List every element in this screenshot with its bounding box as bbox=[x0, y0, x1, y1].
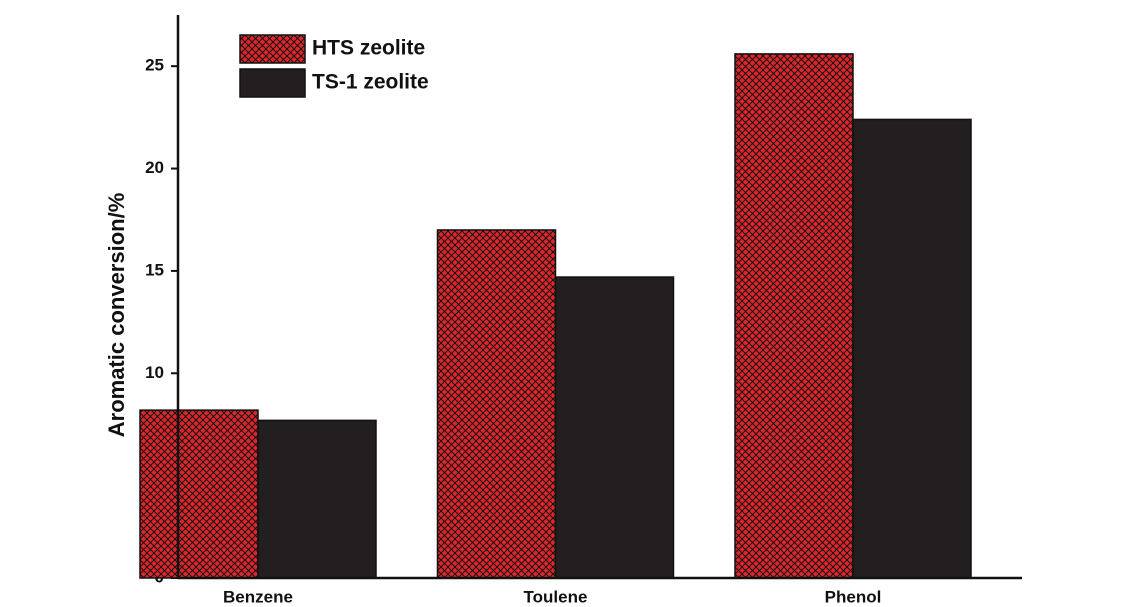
bar bbox=[554, 276, 675, 579]
legend-label: HTS zeolite bbox=[312, 37, 425, 60]
x-tick-label: Toulene bbox=[524, 587, 588, 606]
x-tick-label: Benzene bbox=[223, 587, 293, 606]
x-tick-label: Phenol bbox=[825, 587, 882, 606]
legend-swatch bbox=[239, 34, 306, 64]
bar bbox=[734, 53, 854, 579]
legend-label: TS-1 zeolite bbox=[312, 71, 429, 94]
y-tick-label: 20 bbox=[145, 158, 164, 177]
legend-swatch bbox=[239, 68, 306, 98]
bar bbox=[139, 409, 259, 579]
y-axis-label: Aromatic conversion/% bbox=[104, 193, 129, 438]
bar bbox=[436, 229, 557, 579]
y-tick-label: 10 bbox=[145, 363, 164, 382]
bar bbox=[852, 118, 972, 579]
y-tick-label: 15 bbox=[145, 260, 164, 279]
bar bbox=[257, 419, 377, 579]
y-tick-label: 25 bbox=[145, 56, 164, 75]
